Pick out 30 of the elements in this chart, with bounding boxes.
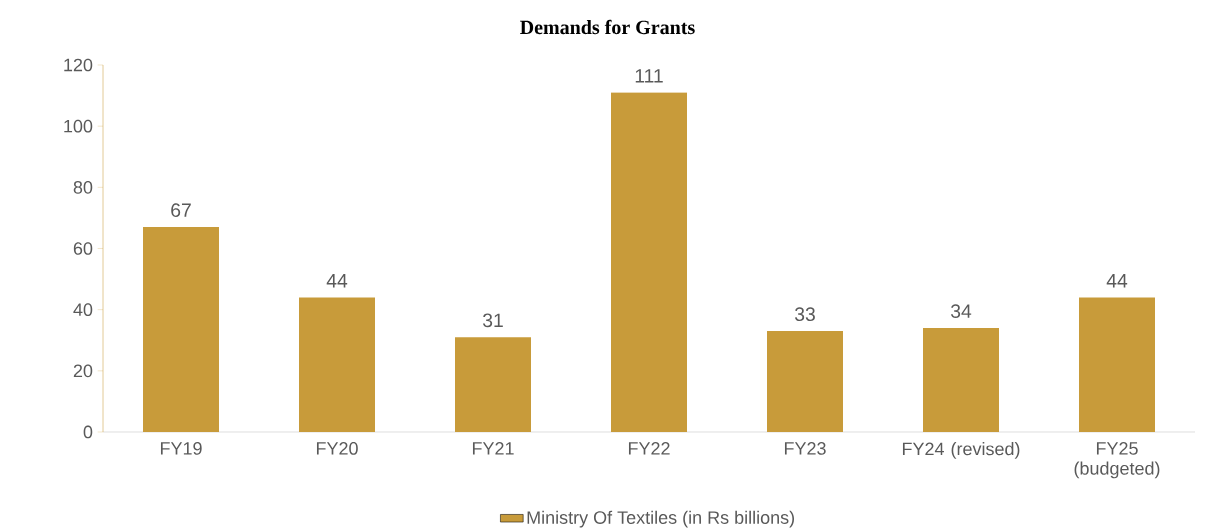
bar: [1079, 297, 1155, 432]
bar: [767, 331, 843, 432]
x-tick-label: FY21: [472, 441, 514, 455]
y-tick-label: 40: [73, 303, 93, 316]
x-tick-label: FY25 (budgeted): [1074, 441, 1160, 479]
data-label: 67: [171, 203, 191, 217]
data-label: 33: [794, 307, 815, 321]
data-label: 34: [950, 304, 972, 318]
x-tick-label: FY23: [784, 441, 826, 455]
y-tick-label: 20: [73, 364, 93, 378]
bar: [299, 297, 376, 432]
x-tick-label: FY22: [628, 441, 670, 455]
data-label: 31: [482, 313, 503, 328]
bar: [923, 327, 999, 432]
y-tick-label: 60: [73, 242, 93, 255]
x-tick-label: FY24 (revised): [902, 441, 1020, 459]
y-tick-label: 0: [83, 425, 93, 439]
data-label: 111: [635, 69, 663, 83]
y-tick-label: 80: [73, 180, 93, 194]
legend-label: Ministry Of Textiles (in Rs billions): [527, 510, 795, 528]
y-tick-label: 120: [64, 58, 93, 72]
x-tick-label: FY19: [160, 441, 202, 455]
bar: [143, 227, 220, 432]
x-tick-label: FY20: [316, 441, 358, 455]
bar: [611, 92, 687, 432]
y-tick-label: 100: [64, 119, 93, 133]
data-label: 44: [326, 274, 348, 288]
chart-title: Demands for Grants: [520, 19, 695, 35]
data-label: 44: [1106, 274, 1128, 288]
bar: [455, 337, 531, 432]
